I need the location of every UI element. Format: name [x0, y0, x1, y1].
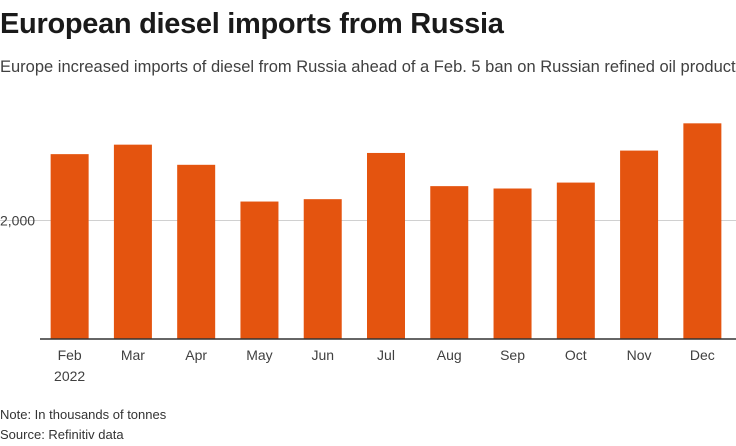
bar-jul [367, 152, 405, 339]
x-tick-label: Dec [690, 347, 715, 363]
x-tick-sublabel: 2022 [54, 368, 85, 384]
x-tick-label: Nov [627, 347, 652, 363]
bar-may [240, 201, 279, 339]
bar-aug [430, 186, 469, 339]
bar-feb [50, 154, 89, 339]
chart-title: European diesel imports from Russia [0, 8, 504, 40]
x-tick-label: Feb [58, 347, 82, 363]
x-tick-labels: Feb 2022 Mar Apr May Jun Jul Aug Sep Oct Nov Dec [54, 347, 715, 384]
chart-subtitle: Europe increased imports of diesel from … [0, 58, 736, 76]
x-tick-label: Sep [500, 347, 525, 363]
chart-note: Note: In thousands of tonnes [0, 407, 167, 422]
bar-mar [113, 144, 152, 339]
bar-oct [556, 182, 595, 339]
x-tick-label: Apr [185, 347, 207, 363]
y-tick-label: 2,000 [0, 213, 35, 229]
bar-chart: 2,000 Feb 2022 Mar Apr May Jun Jul Aug Sep Oct Nov… [0, 123, 736, 384]
bars [50, 123, 722, 339]
bar-apr [177, 164, 216, 339]
y-tick-labels: 2,000 [0, 213, 35, 229]
bar-sep [493, 188, 532, 339]
chart-source: Source: Refinitiv data [0, 427, 124, 442]
x-tick-label: Oct [565, 347, 587, 363]
x-tick-label: Jun [311, 347, 334, 363]
x-tick-label: May [246, 347, 272, 363]
x-tick-label: Jul [377, 347, 395, 363]
bar-nov [620, 150, 659, 339]
x-tick-label: Aug [437, 347, 462, 363]
x-tick-label: Mar [121, 347, 145, 363]
bar-dec [683, 123, 722, 339]
bar-jun [303, 199, 342, 339]
